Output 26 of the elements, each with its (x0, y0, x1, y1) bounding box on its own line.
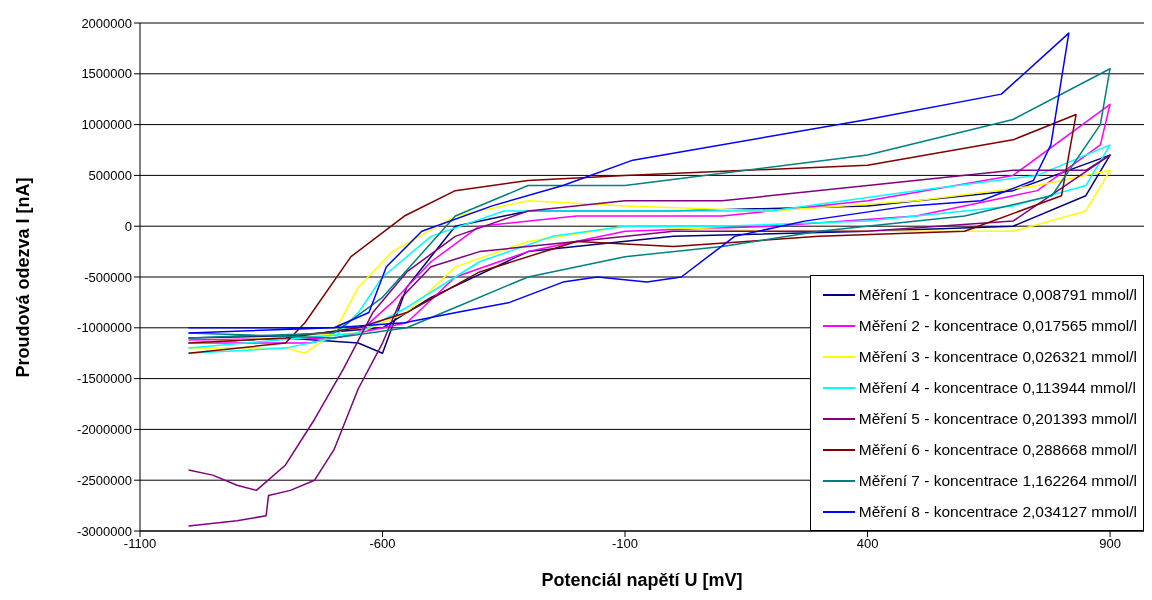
x-tick-label: -1100 (123, 536, 157, 552)
x-tick-label: 400 (856, 536, 879, 552)
y-tick-label: -1500000 (77, 371, 132, 387)
legend-label: Měření 7 - koncentrace 1,162264 mmol/l (858, 471, 1137, 491)
x-tick-label: -600 (369, 536, 396, 552)
y-tick-label: 1500000 (81, 66, 132, 82)
y-tick-label: 0 (124, 218, 132, 234)
legend-label: Měření 3 - koncentrace 0,026321 mmol/l (858, 347, 1137, 367)
legend-label: Měření 5 - koncentrace 0,201393 mmol/l (858, 409, 1137, 429)
y-tick-label: -3000000 (77, 523, 132, 539)
legend-label: Měření 6 - koncentrace 0,288668 mmol/l (858, 440, 1137, 460)
y-tick-label: -2500000 (77, 472, 132, 488)
y-tick-label: -500000 (84, 269, 132, 285)
legend-label: Měření 2 - koncentrace 0,017565 mmol/l (858, 316, 1137, 336)
y-tick-label: -1000000 (77, 320, 132, 336)
legend-label: Měření 1 - koncentrace 0,008791 mmol/l (858, 285, 1137, 305)
y-axis-title: Proudová odezva I [nA] (12, 176, 34, 378)
x-axis-title: Potenciál napětí U [mV] (540, 569, 744, 592)
y-tick-label: 2000000 (81, 15, 132, 31)
x-tick-label: 900 (1099, 536, 1121, 552)
y-tick-label: 1000000 (81, 117, 132, 133)
y-tick-label: -2000000 (77, 422, 132, 438)
y-tick-label: 500000 (88, 168, 132, 184)
x-tick-label: -100 (612, 536, 639, 552)
legend-label: Měření 8 - koncentrace 2,034127 mmol/l (858, 502, 1137, 522)
legend-label: Měření 4 - koncentrace 0,113944 mmol/l (858, 378, 1136, 398)
